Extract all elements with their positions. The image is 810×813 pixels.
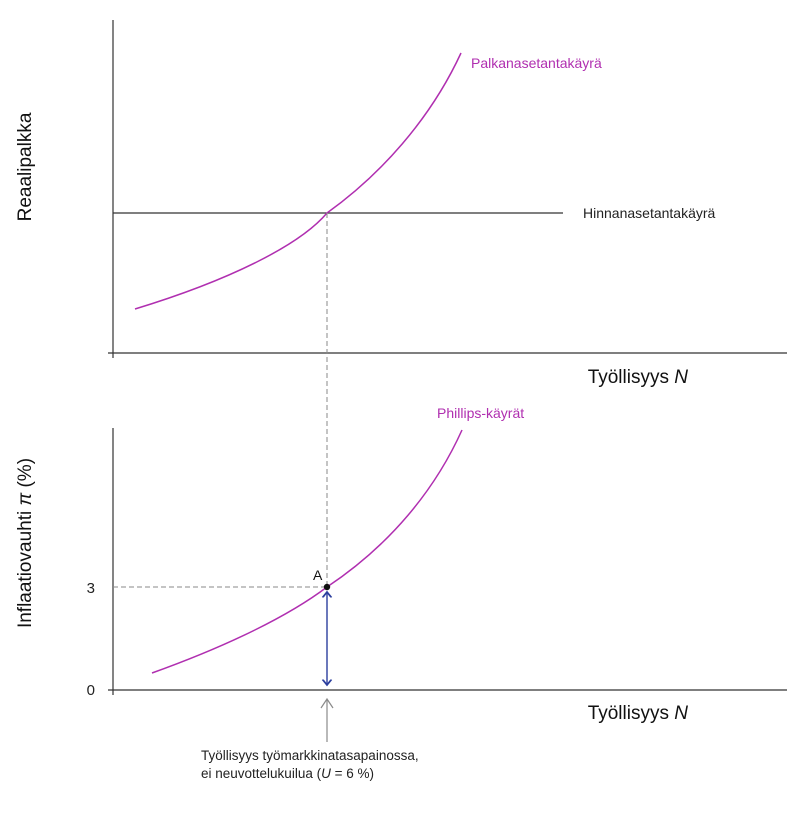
y-tick-0: 0 <box>87 682 95 699</box>
equilibrium-annotation: Työllisyys työmarkkinatasapainossa, ei n… <box>201 697 419 781</box>
bottom-x-axis-title: Työllisyys N <box>588 703 689 724</box>
wage-setting-curve <box>134 52 462 310</box>
bottom-y-axis-title: Inflaatiovauhti π (%) <box>15 458 36 628</box>
top-y-axis-title: Reaalipalkka <box>15 112 36 221</box>
top-panel: Hinnanasetantakäyrä Palkanasetantakäyrä … <box>15 20 787 388</box>
y-tick-3: 3 <box>87 580 95 597</box>
wage-setting-curve-label: Palkanasetantakäyrä <box>471 55 602 71</box>
top-x-axis-title: Työllisyys N <box>588 367 689 388</box>
phillips-curve-label: Phillips-käyrät <box>437 405 524 421</box>
point-a-label: A <box>313 567 323 583</box>
bottom-panel: 3 0 Phillips-käyrät A Inflaatiovauhti π … <box>15 405 787 724</box>
price-setting-curve-label: Hinnanasetantakäyrä <box>583 205 716 221</box>
annotation-line-2: ei neuvottelukuilua (U = 6 %) <box>201 766 374 781</box>
annotation-arrow-head <box>320 697 334 709</box>
annotation-line-1: Työllisyys työmarkkinatasapainossa, <box>201 748 419 763</box>
phillips-curve <box>151 429 463 674</box>
point-a <box>323 583 331 591</box>
